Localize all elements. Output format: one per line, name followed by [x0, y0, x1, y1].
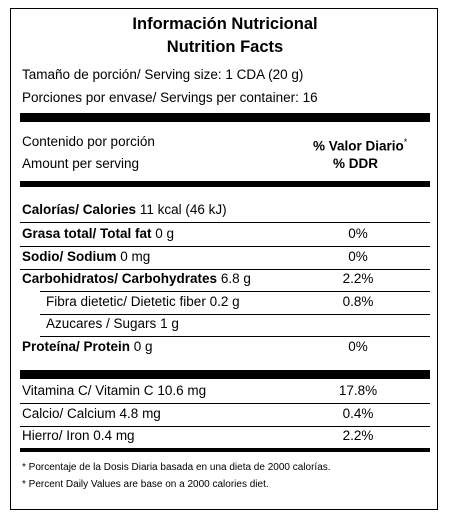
nutrient-row: Carbohidratos/ Carbohydrates 6.8 g — [22, 271, 251, 287]
servings: Porciones por envase/ Servings per conta… — [22, 90, 318, 105]
nutrient-dv: 2.2% — [342, 428, 374, 443]
nutrient-amount: 0 mg — [120, 248, 151, 264]
nutrient-row: Proteína/ Protein 0 g — [22, 339, 153, 355]
footnote: * Percent Daily Values are base on a 200… — [22, 479, 269, 490]
nutrient-dv: 2.2% — [342, 271, 374, 287]
title-es: Información Nutricional — [132, 15, 318, 33]
thick-bar — [20, 448, 430, 452]
thick-bar — [20, 370, 430, 379]
nutrient-row: Hierro/ Iron 0.4 mg — [22, 428, 135, 444]
dv-es: % Valor Diario* — [313, 134, 407, 155]
nutrient-dv: 0% — [348, 226, 368, 241]
calories-label: Calorías/ Calories — [22, 202, 137, 217]
dv-en: % DDR — [333, 156, 379, 171]
nutrient-row: Calcio/ Calcium 4.8 mg — [22, 406, 161, 422]
rule — [20, 222, 430, 223]
nutrient-dv: 0.8% — [342, 293, 374, 309]
nutrient-label: Grasa total/ Total fat — [22, 226, 152, 241]
thick-bar — [20, 181, 430, 187]
thick-bar — [20, 113, 430, 122]
nutrient-label: Hierro/ Iron — [22, 428, 90, 443]
nutrient-dv: 0.4% — [342, 405, 374, 421]
nutrient-amount: 0.2 g — [209, 293, 240, 309]
nutrient-label: Proteína/ Protein — [22, 339, 131, 354]
dv-es-text: % Valor Diario — [313, 138, 404, 154]
calories-amount: 11 kcal (46 kJ) — [139, 202, 227, 217]
amount-en: Amount per serving — [22, 156, 140, 171]
nutrient-dv: 0% — [348, 339, 368, 354]
nutrient-row: Sodio/ Sodium 0 mg — [22, 249, 150, 265]
nutrient-label: Carbohidratos/ Carbohydrates — [22, 271, 218, 287]
rule — [20, 425, 430, 427]
nutrient-amount: 0.4 mg — [93, 428, 135, 443]
serving-size: Tamaño de porción/ Serving size: 1 CDA (… — [22, 67, 304, 82]
rule — [20, 403, 430, 404]
calories: Calorías/ Calories 11 kcal (46 kJ) — [22, 202, 227, 218]
nutrient-amount: 10.6 mg — [157, 383, 207, 398]
nutrient-row: Fibra dietetic/ Dietetic fiber 0.2 g — [46, 294, 240, 310]
nutrient-amount: 1 g — [160, 316, 179, 332]
label-border — [10, 8, 438, 510]
nutrient-label: Calcio/ Calcium — [22, 405, 116, 421]
rule — [40, 291, 430, 293]
rule — [20, 268, 430, 270]
nutrient-label: Vitamina C/ Vitamin C — [22, 383, 154, 398]
nutrient-row: Vitamina C/ Vitamin C 10.6 mg — [22, 383, 206, 399]
rule — [40, 313, 430, 315]
rule — [20, 246, 430, 247]
nutrient-amount: 0 g — [133, 339, 153, 354]
nutrient-amount: 0 g — [155, 226, 175, 241]
nutrient-label: Sodio/ Sodium — [22, 248, 117, 264]
nutrient-amount: 4.8 mg — [119, 405, 161, 421]
nutrient-amount: 6.8 g — [220, 271, 251, 287]
title-en: Nutrition Facts — [166, 38, 284, 56]
nutrient-row: Grasa total/ Total fat 0 g — [22, 226, 174, 242]
nutrient-row: Azucares / Sugars 1 g — [46, 316, 179, 332]
footnote: * Porcentaje de la Dosis Diaria basada e… — [22, 462, 331, 473]
nutrient-dv: 0% — [348, 248, 368, 264]
nutrient-label: Fibra dietetic/ Dietetic fiber — [46, 293, 206, 309]
amount-es: Contenido por porción — [22, 134, 155, 149]
dv-mark: * — [403, 137, 408, 147]
nutrient-dv: 17.8% — [338, 383, 378, 398]
rule — [40, 336, 430, 338]
nutrient-label: Azucares / Sugars — [46, 316, 157, 332]
